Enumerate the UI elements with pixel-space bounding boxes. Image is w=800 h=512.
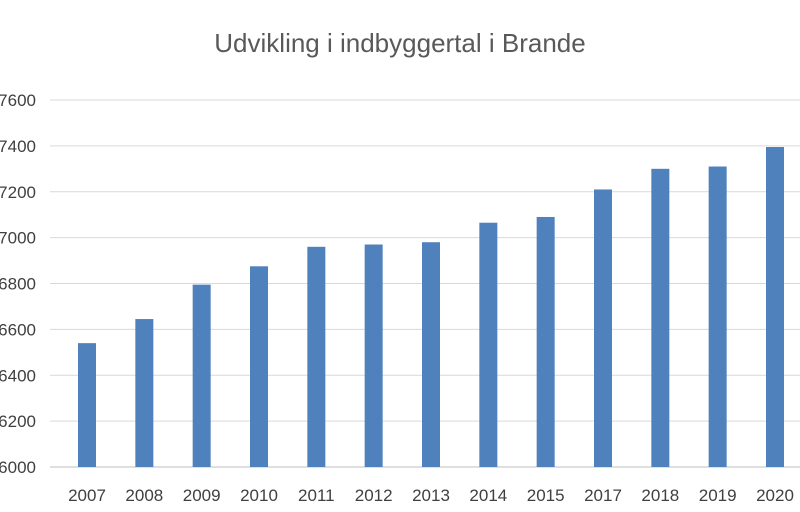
x-tick-label: 2019 [699,486,737,505]
y-tick-label: 7600 [0,91,36,110]
x-tick-label: 2018 [641,486,679,505]
y-tick-label: 6600 [0,320,36,339]
chart-title: Udvikling i indbyggertal i Brande [214,28,585,58]
bar-2008 [135,319,154,467]
y-tick-label: 6200 [0,412,36,431]
bars [78,147,784,468]
y-tick-label: 6400 [0,366,36,385]
bar-2009 [192,284,211,467]
x-tick-label: 2020 [756,486,794,505]
x-tick-label: 2015 [527,486,565,505]
x-axis-ticks: 2007 2008 2009 2010 2011 2012 2013 2014 2015 2017… [68,486,794,505]
bar-2019 [708,166,727,468]
bar-2014 [479,222,498,467]
x-tick-label: 2012 [355,486,393,505]
x-tick-label: 2017 [584,486,622,505]
y-tick-label: 6800 [0,275,36,294]
x-tick-label: 2007 [68,486,106,505]
bar-2011 [307,246,326,467]
x-tick-label: 2008 [125,486,163,505]
x-tick-label: 2011 [298,486,335,505]
bar-2020 [766,147,784,467]
bar-2013 [422,242,440,467]
bar-2018 [651,168,670,467]
x-tick-label: 2013 [412,486,450,505]
y-axis-ticks: 6000 6200 6400 6600 6800 7000 7200 7400 7600 [0,91,36,477]
bar-2012 [364,244,383,467]
y-tick-label: 6000 [0,458,36,477]
bar-2015 [536,216,555,467]
x-tick-label: 2009 [183,486,221,505]
y-tick-label: 7000 [0,229,36,248]
x-tick-label: 2010 [240,486,278,505]
bar-2007 [78,343,96,467]
y-tick-label: 7400 [0,137,36,156]
y-tick-label: 7200 [0,183,36,202]
bar-2010 [250,266,268,467]
x-tick-label: 2014 [469,486,507,505]
bar-2017 [594,189,612,468]
